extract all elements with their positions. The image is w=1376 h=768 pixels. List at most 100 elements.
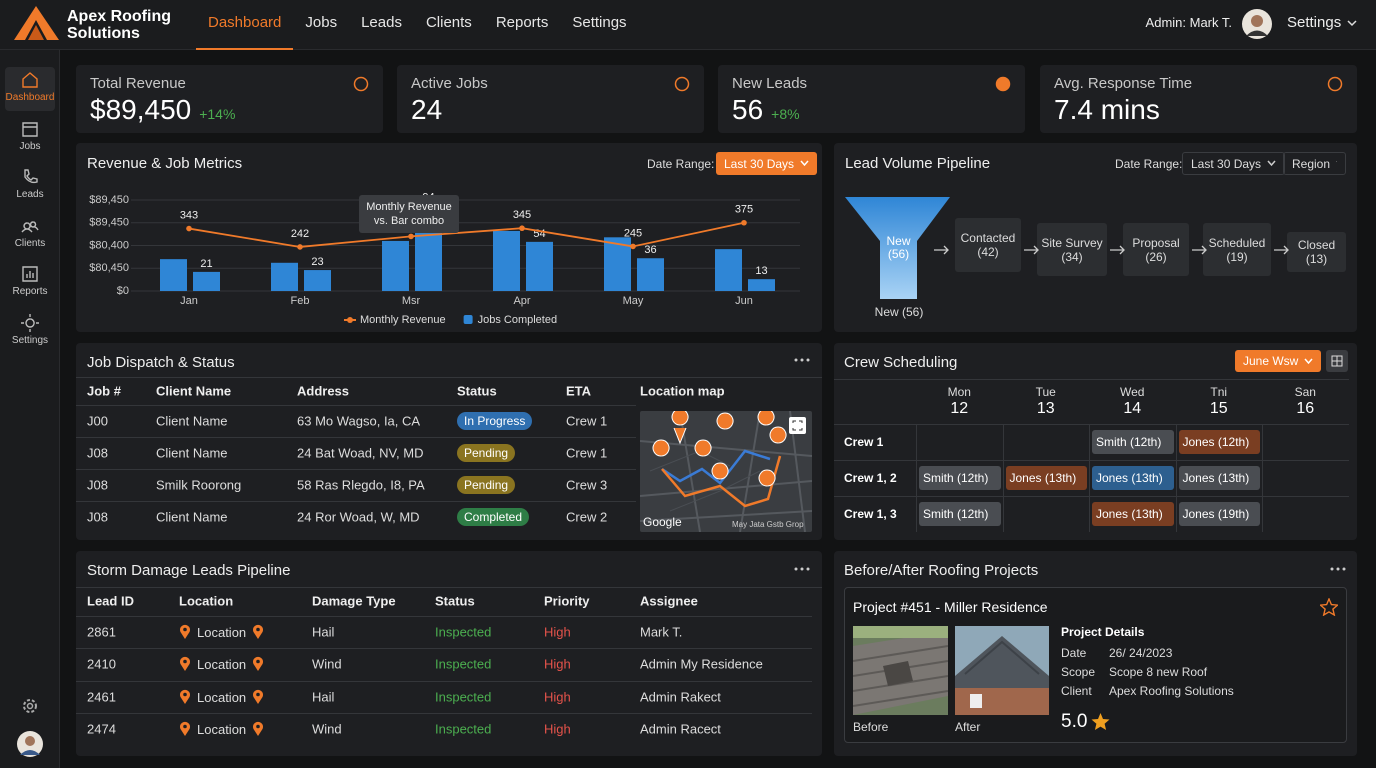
sidebar-item[interactable]: Leads — [5, 164, 55, 208]
sidebar-avatar[interactable] — [16, 730, 44, 758]
nav-item[interactable]: Reports — [495, 14, 549, 31]
detail-label: Client — [1061, 684, 1092, 698]
sidebar-item[interactable]: Settings — [5, 310, 55, 354]
nav: Dashboard Jobs Leads Clients Reports Settings — [196, 0, 639, 50]
nav-item[interactable]: Dashboard — [196, 0, 294, 50]
x-tick-label: Jan — [180, 295, 198, 307]
pin-shape — [180, 721, 190, 736]
kpi-icon — [1327, 76, 1343, 92]
funnel-caption: New (56) — [874, 305, 924, 319]
table-cell: Inspected — [435, 721, 492, 737]
date-range-label: Date Range: — [1115, 157, 1183, 171]
crew-name: Crew 1, 3 — [844, 507, 897, 521]
date-range-button[interactable]: Last 30 Days — [1182, 152, 1286, 175]
x-tick-label: Jun — [735, 295, 753, 307]
schedule-chip[interactable]: Jones (13th) — [1092, 466, 1174, 490]
schedule-chip[interactable]: Jones (13th) — [1178, 466, 1260, 490]
arrow — [1192, 245, 1207, 255]
sidebar-item[interactable]: Reports — [5, 261, 55, 305]
schedule-chip[interactable]: Jones (12th) — [1178, 430, 1260, 454]
panel-title: Before/After Roofing Projects — [844, 562, 1039, 579]
chevron — [800, 160, 809, 167]
kpi-value: 7.4 mins — [1054, 94, 1160, 125]
table-cell: Location — [197, 624, 247, 640]
more-button[interactable] — [794, 357, 810, 363]
schedule-chip[interactable]: Smith (12th) — [1092, 430, 1174, 454]
column-divider — [1089, 424, 1090, 532]
project-title: Project #451 - Miller Residence — [853, 599, 1048, 615]
nav-item[interactable]: Clients — [425, 14, 472, 31]
x-tick-label: Msr — [402, 295, 421, 307]
day-number: 12 — [950, 400, 969, 417]
pin-shape — [180, 624, 190, 639]
icon-shape — [24, 169, 38, 184]
pin-icon — [180, 624, 190, 639]
sidebar-icon — [22, 266, 38, 283]
location-map[interactable] — [640, 411, 812, 532]
table-cell: Mark T. — [640, 624, 683, 640]
crew-name: Crew 1 — [844, 435, 884, 449]
line-point — [408, 233, 414, 240]
settings-menu[interactable]: Settings — [1287, 14, 1357, 31]
day-number: 14 — [1123, 400, 1142, 417]
column-divider — [1175, 424, 1177, 532]
sidebar-label: Dashboard — [5, 92, 55, 103]
region-button[interactable]: Region — [1283, 152, 1346, 175]
kpi-row: 24 — [411, 94, 442, 126]
arrow-shape — [1110, 245, 1125, 255]
revenue-panel: Revenue & Job Metrics Date Range: Last 3… — [76, 143, 822, 332]
schedule-chip[interactable]: Jones (13th) — [1092, 502, 1174, 526]
kpi-row: $89,450 +14% — [90, 94, 235, 126]
sidebar-item[interactable]: Jobs — [5, 116, 55, 160]
status-badge: Pending — [457, 476, 516, 494]
nav-item[interactable]: Jobs — [305, 14, 338, 31]
favorite-button[interactable] — [1320, 598, 1338, 616]
bar — [493, 230, 520, 291]
sidebar-label: Jobs — [19, 140, 41, 152]
line — [188, 221, 745, 248]
table-cell: Admin Racect — [640, 721, 721, 737]
table-cell: Crew 3 — [566, 477, 608, 493]
user-avatar[interactable] — [1241, 8, 1273, 40]
more-button[interactable] — [1330, 566, 1346, 572]
week-button[interactable]: June Wsw — [1235, 350, 1322, 372]
schedule-chip[interactable]: Smith (12th) — [919, 466, 1001, 490]
kpi-icon — [353, 76, 369, 92]
icon-shape — [21, 314, 39, 332]
tooltip: Monthly Revenue vs. Bar combo — [366, 201, 452, 227]
table-cell: Inspected — [435, 689, 492, 705]
data-label: 245 — [624, 227, 642, 239]
x-tick-label: May — [623, 295, 644, 307]
date-range-value: Last 30 Days — [724, 156, 795, 171]
table-cell: Location — [197, 656, 247, 672]
schedule-chip[interactable]: Jones (13th) — [1005, 466, 1087, 490]
row-divider — [76, 377, 822, 378]
table-cell: Smilk Roorong — [156, 477, 242, 493]
date-range-button[interactable]: Last 30 Days — [716, 152, 818, 175]
calendar-button[interactable] — [1326, 350, 1348, 372]
arrow — [1110, 245, 1125, 255]
gear-icon[interactable] — [20, 696, 40, 716]
y-tick-label: $80,450 — [89, 262, 129, 274]
table-cell: Wind — [312, 656, 342, 672]
y-tick-label: $89,450 — [89, 217, 129, 229]
user-label: Admin: Mark T. — [1145, 15, 1232, 30]
more-button[interactable] — [794, 566, 810, 572]
row-divider — [76, 648, 812, 649]
storm-panel: Storm Damage Leads Pipeline Lead ID Locat… — [76, 551, 822, 756]
nav-item[interactable]: Settings — [572, 14, 627, 31]
pin-dot — [183, 659, 187, 664]
schedule-chip[interactable]: Jones (19th) — [1178, 502, 1260, 526]
icon-shape — [1327, 76, 1343, 92]
row-divider — [76, 713, 812, 714]
pin-dot — [256, 627, 260, 632]
x-tick-label: Apr — [513, 295, 530, 307]
schedule-chip[interactable]: Smith (12th) — [919, 502, 1001, 526]
nav-item[interactable]: Leads — [361, 14, 402, 31]
sidebar-label: Settings — [11, 335, 49, 346]
sidebar-item[interactable]: Clients — [5, 213, 55, 257]
funnel-shape — [845, 197, 950, 299]
sidebar-item[interactable]: Dashboard — [5, 67, 55, 111]
column-divider — [916, 424, 917, 532]
line-point — [297, 244, 303, 250]
